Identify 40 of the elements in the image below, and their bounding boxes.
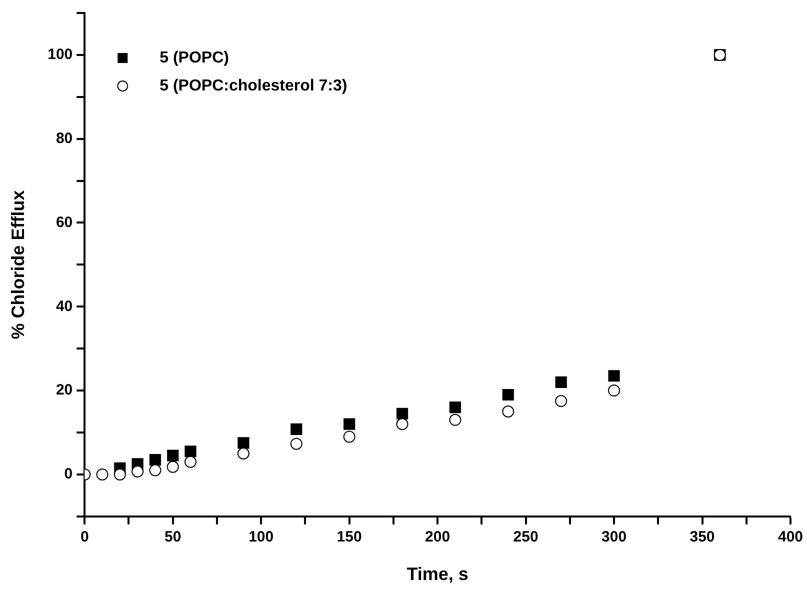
point xyxy=(114,468,126,480)
point xyxy=(166,460,179,473)
point xyxy=(396,408,408,420)
point xyxy=(290,438,302,450)
x-tick-label: 50 xyxy=(164,528,182,546)
point xyxy=(502,388,514,401)
point xyxy=(502,406,514,418)
point xyxy=(96,468,108,480)
point xyxy=(608,370,620,382)
point xyxy=(555,395,568,408)
point xyxy=(344,418,356,430)
legend-label: 5 (POPC) xyxy=(160,49,229,66)
x-tick-label: 250 xyxy=(513,528,538,546)
x-tick-label: 350 xyxy=(690,528,715,546)
x-tick-label: 100 xyxy=(248,528,274,546)
x-axis-title: Time, s xyxy=(406,564,468,584)
y-axis-title: % Chloride Efflux xyxy=(8,190,28,340)
y-tick-label: 0 xyxy=(64,466,73,483)
y-tick-label: 60 xyxy=(56,214,73,231)
y-tick-label: 80 xyxy=(56,130,73,147)
point xyxy=(132,466,144,478)
y-tick-label: 20 xyxy=(56,382,73,399)
point xyxy=(149,454,162,466)
x-tick-label: 150 xyxy=(336,528,362,546)
point xyxy=(343,430,356,443)
point xyxy=(555,376,567,388)
point xyxy=(184,446,196,458)
x-tick-label: 200 xyxy=(425,528,450,546)
point xyxy=(238,437,250,449)
point xyxy=(449,402,462,414)
y-tick-label: 100 xyxy=(48,46,73,64)
x-tick-label: 400 xyxy=(778,528,803,546)
point xyxy=(290,423,302,435)
point xyxy=(608,384,620,397)
y-tick-label: 40 xyxy=(56,298,73,315)
x-tick-label: 0 xyxy=(80,528,89,546)
x-tick-label: 300 xyxy=(602,528,627,546)
point xyxy=(167,450,179,462)
point xyxy=(449,414,462,426)
legend-label: 5 (POPC:cholesterol 7:3) xyxy=(160,77,348,94)
